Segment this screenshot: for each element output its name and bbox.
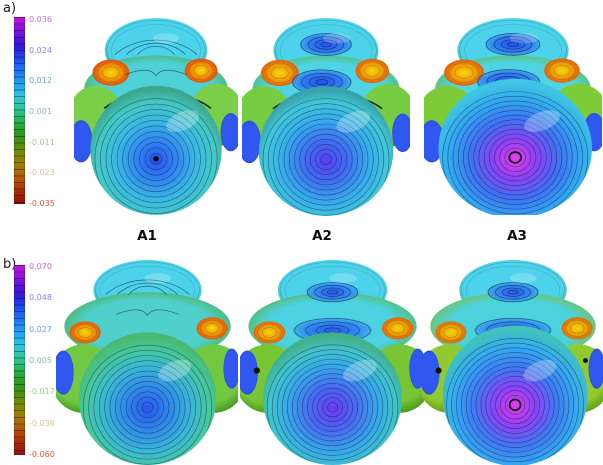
surface-label-a2: A2 [312,228,332,244]
colorbar-tick-label: 0.001 [29,107,52,116]
surface-a2 [242,18,410,216]
colorbar-tick-label: 0.048 [29,293,52,303]
colorbar-tick-label: -0.060 [29,450,55,459]
colorbar-tick-label: 0.024 [29,45,52,55]
surface-b2 [240,260,424,465]
colorbar-a-ticks: 0.036 0.024 0.012 0.001 -0.011 -0.023 -0.035 [29,16,75,208]
surface-label-a3: A3 [507,228,527,244]
surface-b3 [422,260,603,465]
surface-a3 [424,18,602,215]
colorbar-a-gradient [14,17,25,204]
colorbar-tick-label: 0.005 [29,356,52,365]
colorbar-tick-label: -0.011 [29,137,55,147]
surface-a1 [74,18,238,215]
panel-b-label: b) [3,257,17,272]
colorbar-tick-label: 0.027 [29,324,52,334]
colorbar-tick-label: -0.038 [29,418,55,428]
colorbar-tick-label: 0.036 [29,15,52,24]
colorbar-tick-label: -0.023 [29,168,55,178]
colorbar-tick-label: -0.035 [29,199,55,208]
colorbar-tick-label: -0.017 [29,387,55,397]
surface-b1 [56,260,238,465]
colorbar-b-ticks: 0.070 0.048 0.027 0.005 -0.017 -0.038 -0.060 [29,263,75,459]
colorbar-b-gradient [14,265,25,455]
colorbar-tick-label: 0.070 [29,262,52,271]
surface-label-a1: A1 [137,228,157,244]
colorbar-tick-label: 0.012 [29,76,52,86]
panel-a-label: a) [3,1,17,16]
